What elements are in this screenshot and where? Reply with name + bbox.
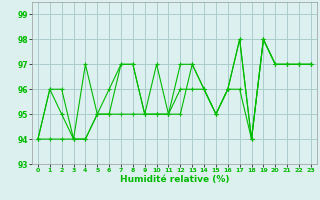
X-axis label: Humidité relative (%): Humidité relative (%) xyxy=(120,175,229,184)
